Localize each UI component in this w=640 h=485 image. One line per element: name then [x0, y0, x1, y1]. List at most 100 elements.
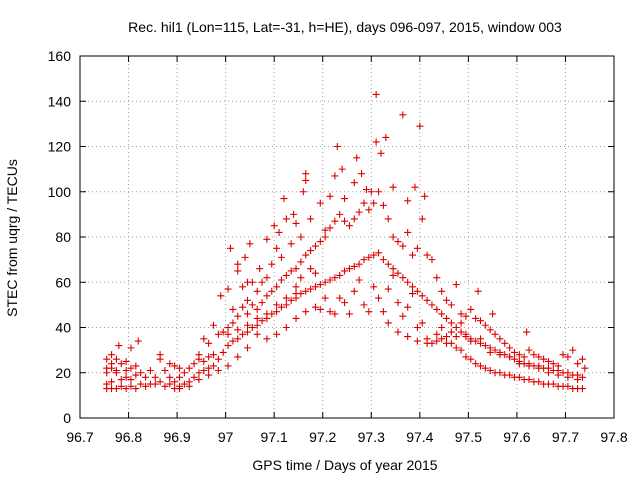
data-point: [132, 371, 140, 379]
data-point: [515, 360, 523, 368]
data-point: [457, 310, 465, 318]
data-point: [372, 90, 380, 98]
data-point: [239, 303, 247, 311]
data-point: [331, 274, 339, 282]
data-point: [307, 285, 315, 293]
data-point: [525, 346, 533, 354]
x-tick-label: 97.2: [309, 429, 336, 445]
data-point: [336, 294, 344, 302]
data-point: [331, 217, 339, 225]
data-point: [292, 219, 300, 227]
data-point: [234, 267, 242, 275]
data-point: [535, 353, 543, 361]
data-point: [268, 287, 276, 295]
data-point: [457, 346, 465, 354]
data-point: [438, 287, 446, 295]
data-point: [394, 299, 402, 307]
data-point: [544, 369, 552, 377]
data-point: [326, 308, 334, 316]
data-point: [171, 378, 179, 386]
data-point: [413, 244, 421, 252]
data-point: [418, 215, 426, 223]
data-point: [253, 330, 261, 338]
data-point: [282, 215, 290, 223]
x-tick-label: 96.9: [163, 429, 190, 445]
data-point: [273, 283, 281, 291]
data-point: [103, 380, 111, 388]
data-point: [367, 188, 375, 196]
x-tick-label: 97.5: [455, 429, 482, 445]
data-point: [243, 321, 251, 329]
data-point: [263, 335, 271, 343]
data-point: [122, 357, 130, 365]
data-point: [496, 369, 504, 377]
data-point: [146, 366, 154, 374]
data-point: [413, 324, 421, 331]
data-point: [248, 278, 256, 286]
data-point: [224, 324, 232, 331]
data-point: [161, 382, 169, 390]
data-point: [360, 256, 368, 264]
data-point: [316, 199, 324, 207]
data-point: [316, 281, 324, 289]
data-point: [282, 324, 290, 331]
data-point: [355, 276, 363, 284]
data-point: [404, 303, 412, 311]
data-point: [248, 324, 256, 331]
data-point: [243, 296, 251, 304]
data-point: [501, 339, 509, 347]
data-point: [375, 294, 383, 302]
data-point: [275, 228, 283, 236]
data-point: [564, 353, 572, 361]
data-point: [360, 301, 368, 309]
data-point: [311, 242, 319, 250]
data-point: [290, 210, 298, 218]
data-point: [171, 362, 179, 370]
data-point: [443, 314, 451, 322]
data-point: [399, 111, 407, 119]
data-point: [243, 344, 251, 352]
data-point: [253, 287, 261, 295]
data-point: [185, 382, 193, 390]
data-point: [510, 355, 518, 363]
data-point: [379, 308, 387, 316]
data-point: [428, 301, 436, 309]
data-point: [544, 357, 552, 365]
data-point: [258, 278, 266, 286]
data-point: [224, 330, 232, 338]
data-point: [491, 330, 499, 338]
data-point: [486, 366, 494, 374]
data-point: [321, 278, 329, 286]
y-tick-label: 80: [55, 229, 71, 245]
data-point: [282, 301, 290, 309]
data-point: [452, 324, 460, 331]
data-point: [467, 305, 475, 313]
data-point: [554, 362, 562, 370]
data-point: [379, 201, 387, 209]
data-point: [226, 244, 234, 252]
data-point: [394, 269, 402, 277]
data-point: [489, 310, 497, 318]
data-point: [234, 326, 242, 334]
data-point: [108, 351, 116, 359]
data-point: [243, 328, 251, 336]
data-point: [321, 294, 329, 302]
data-point: [404, 333, 412, 341]
data-point: [496, 335, 504, 343]
data-point: [540, 355, 548, 363]
y-tick-labels: 0 20 40 60 80 100 120 140 160: [48, 48, 72, 426]
data-point: [353, 154, 361, 162]
data-point: [409, 283, 417, 291]
data-point: [447, 328, 455, 336]
data-point: [243, 310, 251, 318]
data-point: [413, 337, 421, 345]
data-point: [302, 308, 310, 316]
data-point: [467, 337, 475, 345]
data-point: [472, 314, 480, 322]
data-point: [137, 369, 145, 377]
data-point: [345, 222, 353, 230]
data-point: [229, 337, 237, 345]
data-point: [578, 355, 586, 363]
data-point: [156, 351, 164, 359]
